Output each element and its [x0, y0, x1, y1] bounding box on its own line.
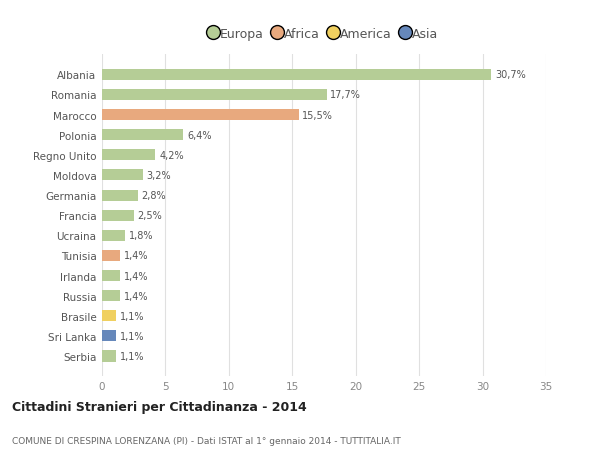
- Text: 15,5%: 15,5%: [302, 110, 334, 120]
- Bar: [102, 150, 155, 161]
- Bar: [102, 70, 491, 81]
- Text: 1,1%: 1,1%: [120, 351, 144, 361]
- Text: 17,7%: 17,7%: [331, 90, 361, 100]
- Legend: Europa, Africa, America, Asia: Europa, Africa, America, Asia: [205, 23, 443, 46]
- Text: 2,5%: 2,5%: [137, 211, 162, 221]
- Text: 30,7%: 30,7%: [495, 70, 526, 80]
- Bar: [102, 90, 326, 101]
- Bar: [102, 311, 116, 322]
- Text: 1,4%: 1,4%: [124, 291, 148, 301]
- Text: 1,4%: 1,4%: [124, 251, 148, 261]
- Text: 6,4%: 6,4%: [187, 130, 211, 140]
- Bar: [102, 250, 120, 262]
- Text: 1,1%: 1,1%: [120, 311, 144, 321]
- Text: 1,8%: 1,8%: [128, 231, 153, 241]
- Text: 3,2%: 3,2%: [146, 171, 171, 180]
- Bar: [102, 110, 299, 121]
- Bar: [102, 170, 143, 181]
- Text: 2,8%: 2,8%: [142, 190, 166, 201]
- Bar: [102, 230, 125, 241]
- Text: 4,2%: 4,2%: [159, 151, 184, 161]
- Text: 1,1%: 1,1%: [120, 331, 144, 341]
- Bar: [102, 210, 134, 221]
- Bar: [102, 330, 116, 341]
- Bar: [102, 351, 116, 362]
- Bar: [102, 130, 183, 141]
- Text: Cittadini Stranieri per Cittadinanza - 2014: Cittadini Stranieri per Cittadinanza - 2…: [12, 400, 307, 413]
- Bar: [102, 291, 120, 302]
- Bar: [102, 270, 120, 281]
- Text: 1,4%: 1,4%: [124, 271, 148, 281]
- Bar: [102, 190, 137, 201]
- Text: COMUNE DI CRESPINA LORENZANA (PI) - Dati ISTAT al 1° gennaio 2014 - TUTTITALIA.I: COMUNE DI CRESPINA LORENZANA (PI) - Dati…: [12, 436, 401, 445]
